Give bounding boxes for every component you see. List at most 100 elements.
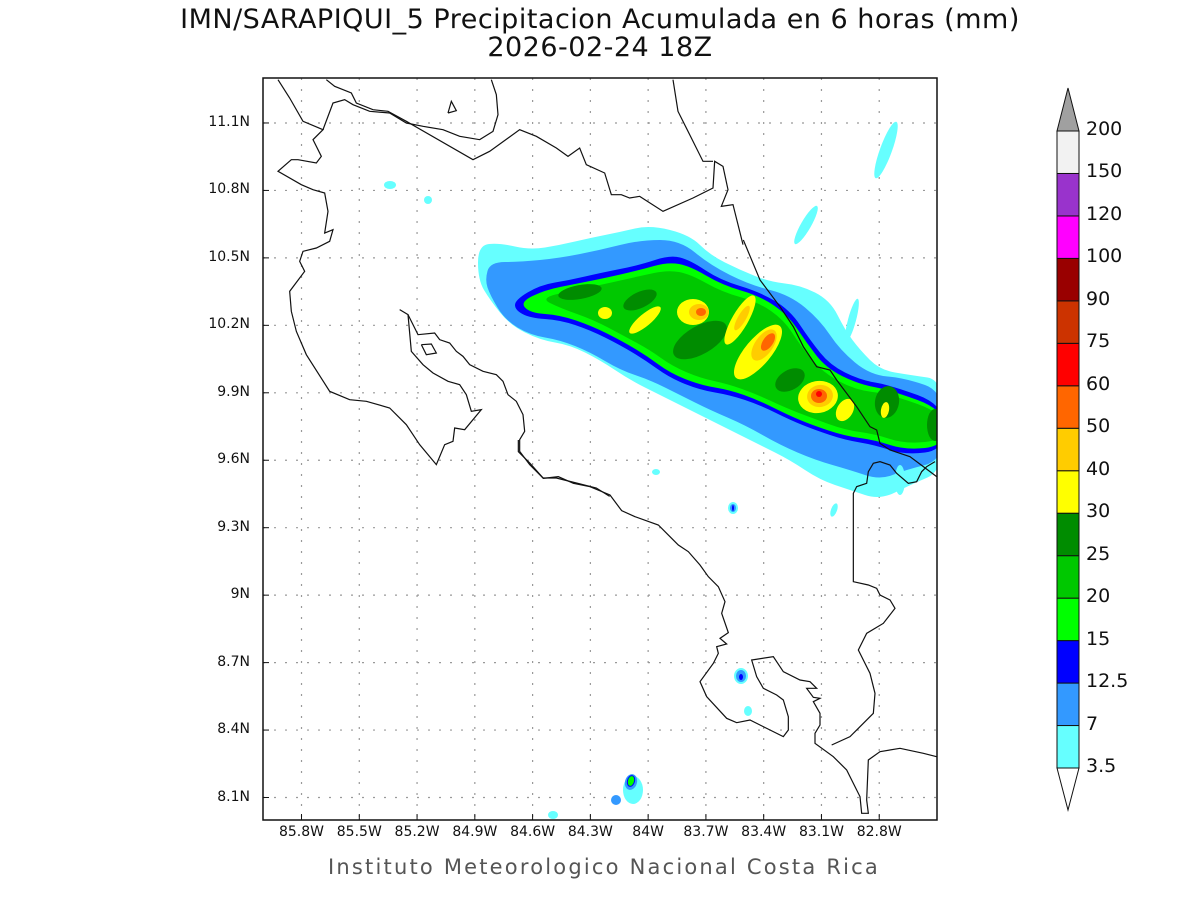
lon-label: 83.1W	[798, 824, 844, 840]
precip-isolated-cell	[732, 505, 734, 511]
colorbar-label: 12.5	[1086, 670, 1129, 693]
caribbean-coast-nicaragua	[672, 79, 713, 162]
colorbar-box	[1056, 342, 1080, 387]
colorbar-box	[1056, 300, 1080, 344]
colorbar-box	[1056, 512, 1080, 557]
precip-30mm-area	[880, 402, 890, 418]
lon-label: 84.6W	[510, 824, 556, 840]
colorbar-box	[1056, 470, 1080, 514]
lat-label: 10.5N	[208, 248, 250, 265]
colorbar-label: 15	[1086, 627, 1111, 650]
precip-25mm-area	[558, 284, 602, 300]
colorbar-label: 200	[1086, 118, 1123, 140]
precip-60mm-area	[816, 391, 822, 397]
colorbar-box	[1056, 640, 1080, 684]
lon-label: 84.9W	[452, 824, 498, 840]
precip-50mm-area	[760, 333, 776, 351]
colorbar-box	[1056, 682, 1080, 727]
colorbar-box	[1056, 555, 1080, 599]
precip-25mm-area	[623, 289, 657, 311]
colorbar-label: 120	[1086, 202, 1123, 225]
precip-30mm-area	[835, 398, 855, 422]
lon-label: 84.3W	[567, 824, 613, 840]
colorbar-under-triangle	[1056, 767, 1080, 812]
precip-isolated-cell	[739, 674, 743, 680]
precip-25mm-area	[874, 386, 900, 418]
lon-label: 85.8W	[278, 824, 324, 840]
precip-25mm-area	[673, 320, 727, 360]
colorbar-label: 25	[1086, 542, 1111, 565]
pacific-coast-south	[517, 440, 937, 814]
precip-isolated-cell	[744, 706, 752, 716]
colorbar-label: 20	[1086, 585, 1111, 608]
colorbar-label: 3.5	[1086, 755, 1117, 777]
map-subtitle-datetime: 2026-02-24 18Z	[487, 32, 713, 63]
colorbar-label: 100	[1086, 245, 1123, 268]
lake-island	[447, 99, 458, 114]
colorbar-over-triangle	[1056, 87, 1080, 132]
precip-25mm-area	[775, 368, 805, 392]
colorbar-box	[1056, 130, 1080, 174]
lat-label: 9.6N	[217, 451, 250, 468]
map-frame	[262, 77, 938, 821]
lon-label: 82.8W	[856, 824, 902, 840]
lat-label: 10.2N	[208, 316, 250, 333]
lon-label: 83.4W	[741, 824, 787, 840]
lat-label: 10.8N	[208, 181, 250, 198]
lon-label: 84W	[632, 824, 664, 840]
colorbar-label: 60	[1086, 372, 1111, 395]
lat-label: 11.1N	[208, 113, 250, 130]
colorbar-label: 75	[1086, 330, 1111, 353]
colorbar-label: 40	[1086, 457, 1111, 480]
colorbar-label: 150	[1086, 160, 1123, 183]
colorbar-box	[1056, 172, 1080, 217]
panama-border	[831, 461, 936, 746]
axis-ticks	[263, 122, 880, 820]
pacific-coast-north	[276, 79, 483, 466]
map-title: IMN/SARAPIQUI_5 Precipitacion Acumulada …	[180, 4, 1020, 35]
lon-label: 83.7W	[683, 824, 729, 840]
colorbar-label: 90	[1086, 287, 1111, 310]
colorbar-label: 30	[1086, 500, 1111, 523]
colorbar-box	[1056, 725, 1080, 769]
lat-label: 8.4N	[217, 721, 250, 738]
lat-label: 8.1N	[217, 788, 250, 805]
precip-25mm-area	[927, 409, 937, 441]
precip-isolated-cell	[611, 795, 621, 805]
colorbar-box	[1056, 215, 1080, 259]
lon-label: 85.2W	[394, 824, 440, 840]
island	[420, 343, 438, 356]
precipitation-field	[384, 121, 937, 819]
colorbar-box	[1056, 385, 1080, 429]
lat-label: 9N	[230, 586, 250, 603]
precip-30mm-area	[629, 306, 661, 334]
precip-isolated-cell	[652, 469, 660, 475]
precip-40mm-area	[734, 305, 750, 331]
footer-credit: Instituto Meteorologico Nacional Costa R…	[328, 855, 880, 879]
precip-30mm-area	[598, 307, 612, 319]
precip-isolated-cell	[424, 196, 432, 204]
lon-label: 85.5W	[336, 824, 382, 840]
coastlines-borders	[276, 79, 937, 814]
colorbar-label: 50	[1086, 415, 1111, 438]
precip-isolated-cell	[895, 465, 905, 495]
colorbar-label: 7	[1086, 712, 1099, 735]
precip-isolated-cell	[384, 181, 396, 189]
lake-shore	[322, 79, 499, 141]
precip-isolated-cell	[874, 121, 898, 179]
lat-label: 9.9N	[217, 383, 250, 400]
colorbar-box	[1056, 427, 1080, 472]
lat-label: 9.3N	[217, 518, 250, 535]
precip-isolated-cell	[548, 811, 558, 819]
colorbar-box	[1056, 257, 1080, 302]
lat-label: 8.7N	[217, 653, 250, 670]
caribbean-coast	[742, 239, 937, 478]
precip-isolated-cell	[830, 503, 838, 517]
precip-50mm-area	[696, 308, 706, 316]
precip-isolated-cell	[845, 298, 859, 342]
precip-isolated-cell	[627, 776, 635, 786]
nicaragua-border	[325, 79, 744, 245]
colorbar-box	[1056, 597, 1080, 642]
colorbar	[1056, 87, 1080, 812]
